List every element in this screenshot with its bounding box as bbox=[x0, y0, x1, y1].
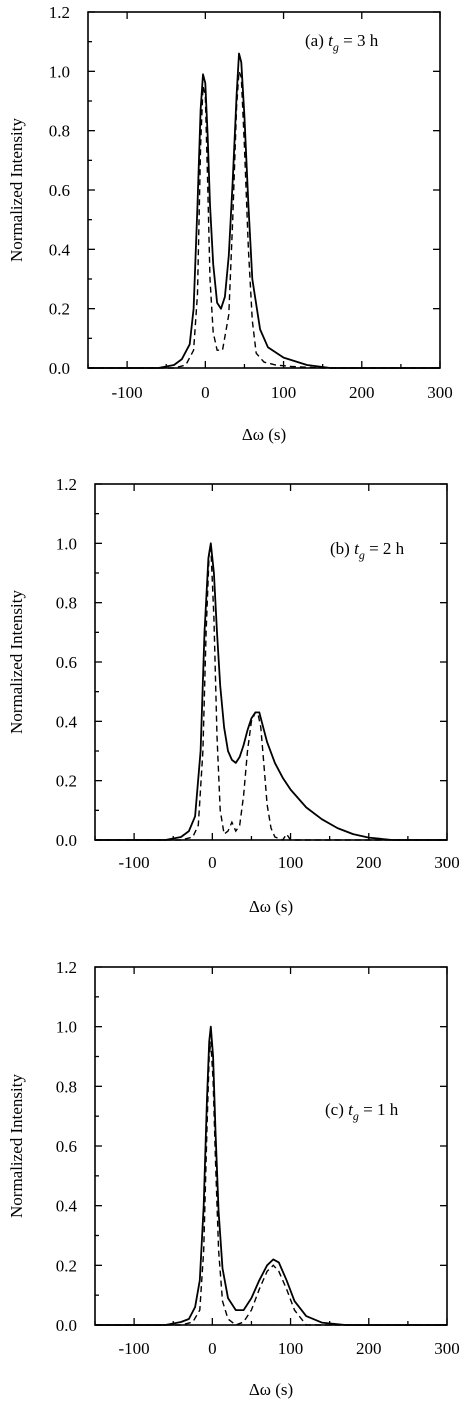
plot-frame bbox=[87, 11, 441, 369]
y-tick-label: 0.2 bbox=[56, 772, 77, 791]
y-axis-title: Normalized Intensity bbox=[7, 118, 26, 262]
y-tick-label: 1.2 bbox=[49, 3, 70, 22]
x-tick-label: 300 bbox=[427, 383, 453, 402]
y-tick-label: 0.8 bbox=[56, 1077, 77, 1096]
y-tick-label: 0.4 bbox=[56, 1197, 78, 1216]
panel-label: (b) tg = 2 h bbox=[330, 539, 405, 562]
y-tick-label: 0.8 bbox=[49, 122, 70, 141]
y-tick-label: 1.0 bbox=[49, 62, 70, 81]
x-axis-title: Δω (s) bbox=[249, 1380, 293, 1399]
y-tick-label: 0.2 bbox=[56, 1256, 77, 1275]
panel-label: (c) tg = 1 h bbox=[325, 1100, 399, 1123]
series-line-dashed bbox=[88, 71, 440, 369]
x-axis-title: Δω (s) bbox=[242, 425, 286, 444]
chart-panel-a: -100 0 100 200 300 0.0 0.2 0.4 0.6 0.8 1.0 1.2 Δω (s… bbox=[0, 0, 474, 469]
y-tick-label: 0.4 bbox=[56, 712, 78, 731]
y-tick-label: 0.6 bbox=[49, 181, 70, 200]
y-tick-label: 0.8 bbox=[56, 594, 77, 613]
panel-label: (a) tg = 3 h bbox=[305, 31, 379, 54]
chart-svg-b: -100 0 100 200 300 0.0 0.2 0.4 0.6 0.8 1.0 1.2 Δω (s… bbox=[7, 475, 460, 916]
y-axis-title: Normalized Intensity bbox=[7, 590, 26, 734]
series-line-solid bbox=[95, 1025, 447, 1326]
series-line-dashed bbox=[95, 546, 447, 841]
x-tick-label: -100 bbox=[112, 383, 143, 402]
y-axis-title: Normalized Intensity bbox=[7, 1074, 26, 1218]
x-tick-label: 200 bbox=[349, 383, 375, 402]
x-tick-label: 300 bbox=[434, 853, 460, 872]
y-tick-label: 0.0 bbox=[56, 1316, 77, 1335]
y-tick-label: 0.0 bbox=[56, 831, 77, 850]
x-tick-label: 200 bbox=[356, 1339, 382, 1358]
x-tick-label: 300 bbox=[434, 1339, 460, 1358]
series-line-solid bbox=[95, 542, 447, 841]
y-tick-label: 1.2 bbox=[56, 475, 77, 494]
chart-svg-a: -100 0 100 200 300 0.0 0.2 0.4 0.6 0.8 1.0 1.2 Δω (s… bbox=[7, 3, 453, 444]
series-line-solid bbox=[88, 52, 440, 369]
x-tick-label: 200 bbox=[356, 853, 382, 872]
series-line-dashed bbox=[95, 1041, 447, 1326]
x-tick-label: 100 bbox=[278, 853, 304, 872]
y-tick-label: 0.2 bbox=[49, 300, 70, 319]
x-tick-label: 100 bbox=[271, 383, 297, 402]
x-tick-label: -100 bbox=[119, 1339, 150, 1358]
y-tick-label: 1.0 bbox=[56, 1018, 77, 1037]
chart-svg-c: -100 0 100 200 300 0.0 0.2 0.4 0.6 0.8 1.0 1.2 Δω (s… bbox=[7, 958, 460, 1399]
y-tick-label: 0.0 bbox=[49, 359, 70, 378]
chart-panel-b: -100 0 100 200 300 0.0 0.2 0.4 0.6 0.8 1.0 1.2 Δω (s… bbox=[0, 469, 474, 938]
y-tick-label: 1.0 bbox=[56, 534, 77, 553]
x-tick-label: -100 bbox=[119, 853, 150, 872]
chart-panel-c: -100 0 100 200 300 0.0 0.2 0.4 0.6 0.8 1.0 1.2 Δω (s… bbox=[0, 938, 474, 1408]
plot-frame bbox=[94, 483, 448, 841]
plot-frame bbox=[94, 966, 448, 1326]
x-tick-label: 0 bbox=[208, 1339, 217, 1358]
y-tick-label: 0.6 bbox=[56, 653, 77, 672]
y-tick-label: 0.6 bbox=[56, 1137, 77, 1156]
x-tick-label: 0 bbox=[201, 383, 210, 402]
x-tick-label: 0 bbox=[208, 853, 217, 872]
y-tick-label: 0.4 bbox=[49, 240, 71, 259]
y-tick-label: 1.2 bbox=[56, 958, 77, 977]
x-axis-title: Δω (s) bbox=[249, 897, 293, 916]
x-tick-label: 100 bbox=[278, 1339, 304, 1358]
